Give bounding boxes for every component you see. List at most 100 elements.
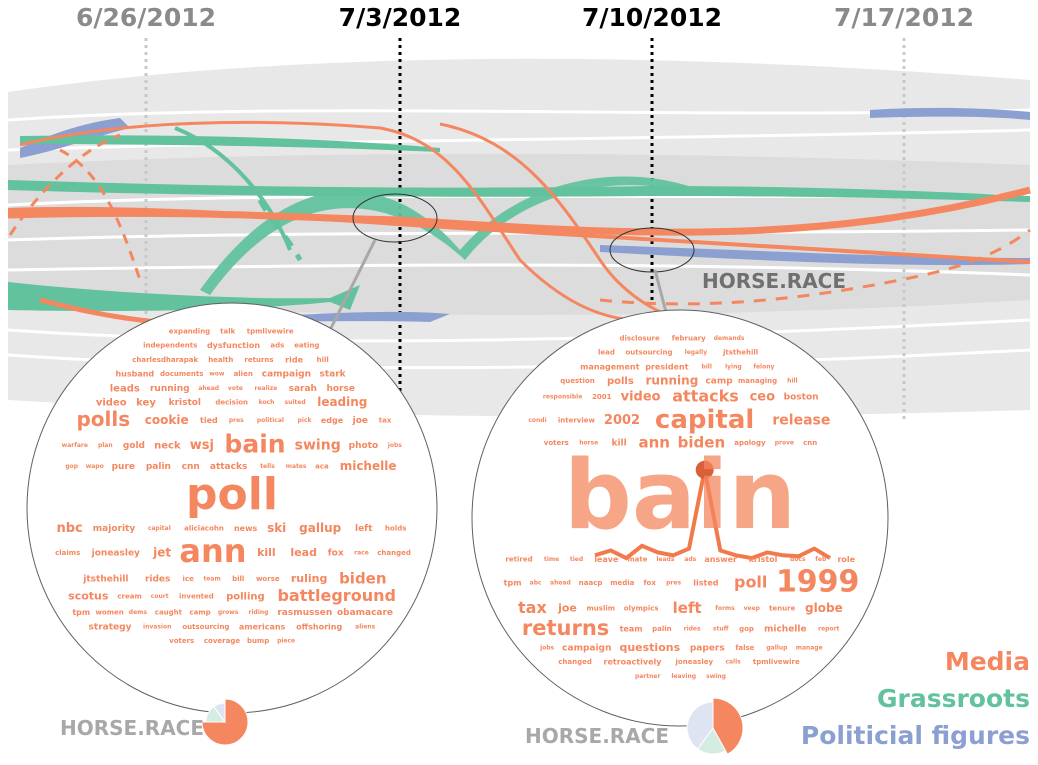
cloud-word: february — [672, 335, 706, 343]
cloud-word: questions — [619, 641, 680, 654]
cloud-word: neck — [154, 441, 181, 452]
cloud-word: tax — [518, 598, 547, 617]
cloud-word: globe — [805, 601, 843, 615]
cloud-word: running — [646, 374, 699, 388]
date-label-1: 6/26/2012 — [76, 3, 216, 32]
cloud-word: palin — [146, 462, 171, 472]
cloud-word: aliciacohn — [184, 524, 224, 532]
cloud-word: apology — [734, 439, 766, 447]
cloud-word: feb — [815, 556, 827, 563]
legend-media: Media — [945, 647, 1030, 676]
cloud-word: legally — [685, 349, 708, 356]
cloud-word: jobs — [539, 644, 554, 651]
cloud-word: strategy — [89, 622, 132, 632]
cloud-word: answer — [704, 555, 737, 564]
cloud-word: demands — [714, 335, 745, 342]
cloud-word: grows — [218, 609, 239, 616]
cloud-word: court — [151, 593, 169, 600]
cloud-word: invented — [179, 592, 214, 600]
cloud-word: bill — [701, 363, 711, 370]
word-cloud-1: expanding talk tpmlivewire independents dysf… — [55, 328, 411, 646]
cloud-word: olympics — [624, 605, 659, 613]
cloud-word: cnn — [803, 439, 817, 447]
cloud-word: polling — [226, 591, 265, 602]
cloud-word: camp — [705, 377, 733, 387]
cloud-word: voters — [169, 637, 194, 645]
cloud-word: gop — [739, 625, 754, 633]
date-label-4: 7/17/2012 — [834, 3, 974, 32]
cloud-word: rides — [684, 626, 701, 633]
cloud-word: camp — [190, 609, 211, 617]
cloud-word: koch — [259, 399, 275, 406]
cloud-word: aca — [315, 462, 329, 470]
cloud-word: voters — [544, 439, 569, 447]
pie-slice-media — [201, 698, 249, 746]
cloud-word: palin — [652, 625, 672, 633]
cloud-word: disclosure — [619, 335, 660, 343]
cloud-word: returns — [244, 356, 273, 364]
cloud-word: riding — [249, 609, 269, 616]
cloud-word: bump — [247, 637, 269, 645]
cloud-word: rides — [145, 575, 170, 585]
cloud-word: lead — [290, 546, 317, 559]
cloud-word: changed — [558, 658, 592, 666]
cloud-caption-1: HORSE.RACE — [60, 716, 204, 740]
cloud-word: obamacare — [337, 608, 393, 618]
cloud-word: ads — [684, 556, 696, 563]
cloud-word: offshoring — [296, 622, 342, 631]
legend: Media Grassroots Politicial figures — [801, 647, 1030, 750]
cloud-word: worse — [256, 575, 280, 583]
cloud-word: tenure — [769, 605, 796, 613]
cloud-word: tied — [200, 416, 218, 425]
cloud-word: attacks — [672, 387, 739, 406]
cloud-word: responsible — [543, 394, 582, 401]
legend-grassroots: Grassroots — [877, 684, 1030, 713]
cloud-word: left — [673, 599, 702, 617]
cloud-word: tpmlivewire — [247, 328, 294, 336]
cloud-word: aliens — [355, 623, 376, 630]
cloud-word: gold — [123, 441, 145, 451]
cloud-word: polls — [607, 376, 634, 387]
cloud-word: tax — [379, 417, 392, 425]
cloud-word: veep — [744, 605, 761, 612]
cloud-word: capital — [148, 525, 171, 532]
cloud-word: news — [234, 524, 258, 533]
cloud-word: realize — [255, 385, 278, 392]
cloud-word: ruling — [291, 572, 328, 585]
cloud-word: gop — [65, 463, 78, 470]
cloud-word: michelle — [340, 459, 397, 473]
sparkline — [594, 460, 832, 561]
cloud-word: wow — [209, 371, 225, 378]
cloud-word: kristol — [749, 555, 778, 564]
cloud-word: ann — [179, 532, 246, 570]
cloud-word: forms — [715, 605, 735, 612]
cloud-word: ice — [183, 575, 195, 583]
cloud-word: left — [355, 524, 373, 534]
cloud-word: campaign — [262, 370, 311, 380]
cloud-word: team — [620, 625, 643, 634]
cloud-word: abc — [530, 580, 542, 587]
cloud-word: alien — [234, 370, 253, 378]
cloud-word: nbc — [56, 521, 82, 536]
cloud-word: attacks — [210, 462, 247, 472]
cloud-word: documents — [160, 370, 204, 378]
cloud-word: video — [621, 390, 661, 405]
cloud-word: managing — [738, 377, 777, 385]
cloud-word: kill — [611, 439, 626, 449]
cloud-word: hill — [787, 378, 797, 385]
cloud-word: invasion — [143, 623, 171, 630]
cloud-word: swing — [706, 673, 726, 680]
cloud-word: claims — [55, 549, 80, 557]
cloud-word: outsourcing — [182, 623, 229, 631]
cloud-word: tpm — [504, 579, 522, 588]
cloud-word: ahead — [198, 385, 219, 392]
cloud-caption-2: HORSE.RACE — [525, 724, 669, 748]
cloud-word: management — [580, 362, 639, 371]
cloud-word: kill — [257, 546, 276, 559]
cloud-word: leading — [317, 395, 367, 409]
cloud-word: interview — [558, 416, 596, 424]
pie-slice-politicial-figures — [686, 701, 714, 750]
date-labels: 6/26/2012 7/3/2012 7/10/2012 7/17/2012 — [76, 3, 974, 32]
cloud-word: capital — [655, 405, 754, 435]
